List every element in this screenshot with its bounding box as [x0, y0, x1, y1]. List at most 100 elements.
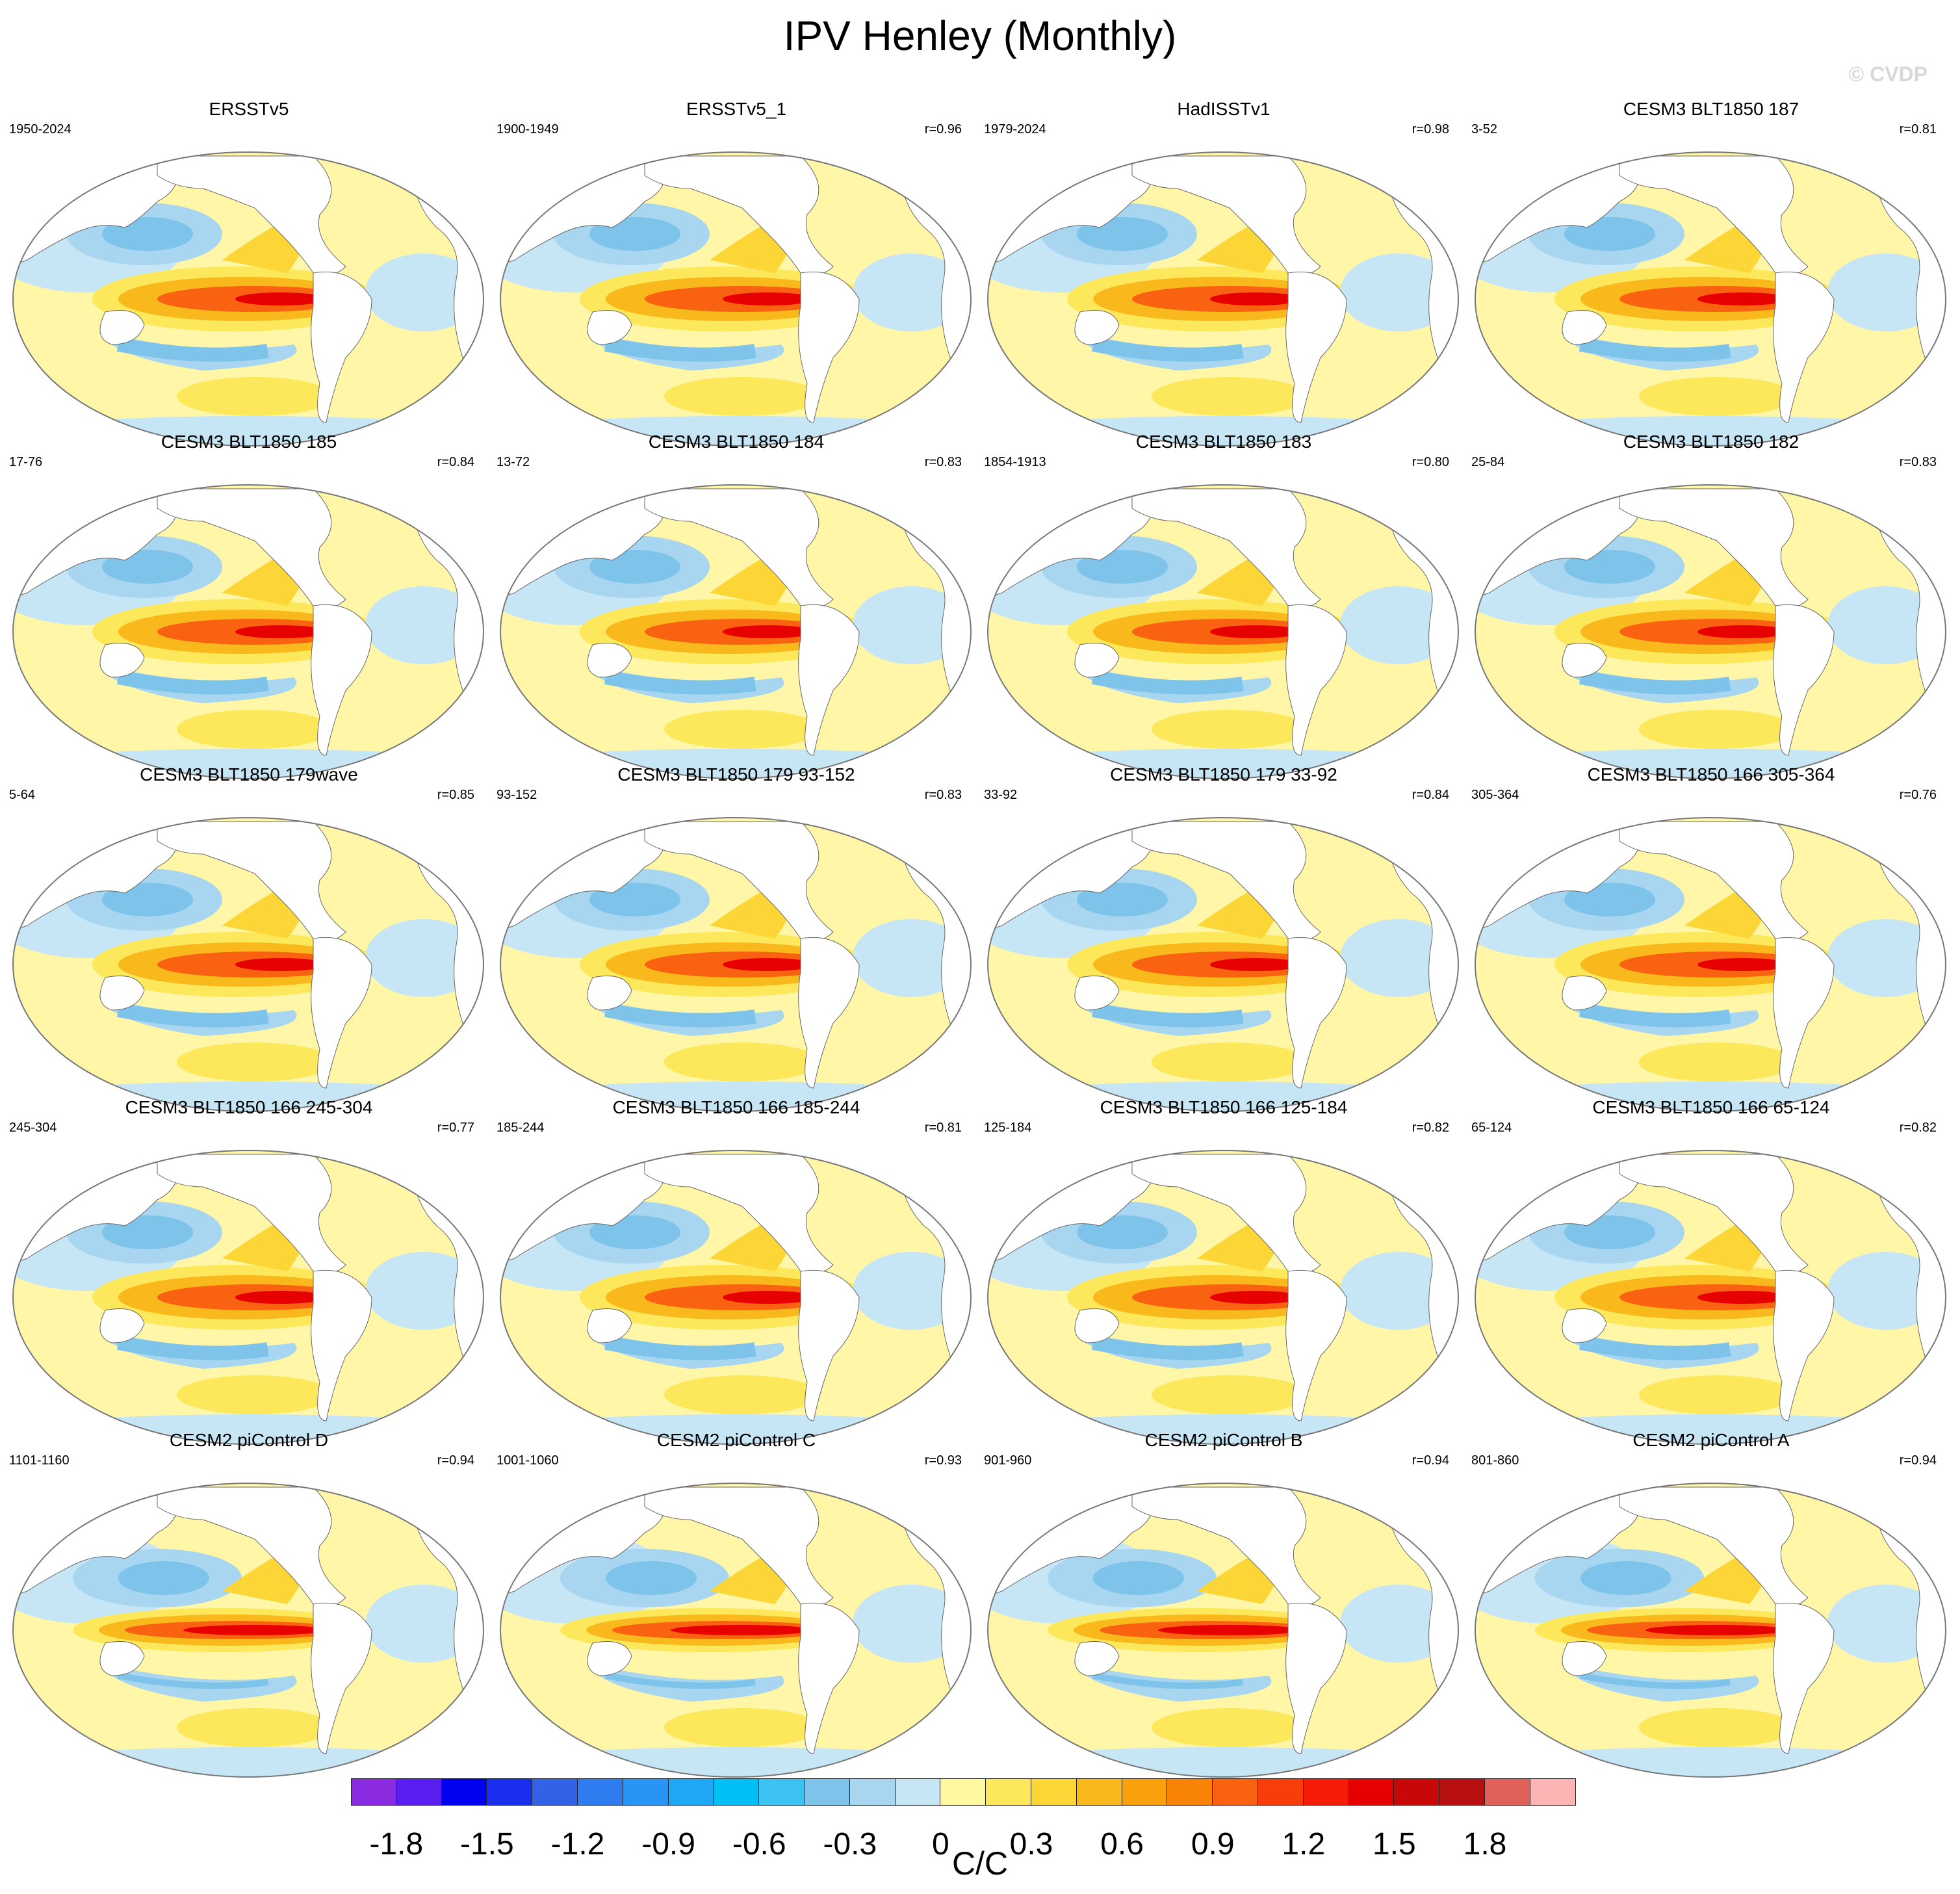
panel-correlation: r=0.82 — [1412, 1121, 1449, 1135]
panel-years: 1900-1949 — [496, 122, 559, 136]
panel-years: 3-52 — [1471, 122, 1498, 136]
map-panel: CESM2 piControl A 801-860 r=0.94 — [1467, 1427, 1955, 1778]
panel-correlation: r=0.77 — [437, 1121, 474, 1135]
map — [12, 817, 484, 1112]
colorbar-swatch — [351, 1778, 396, 1806]
panel-years: 1101-1160 — [9, 1453, 70, 1468]
panel-years: 13-72 — [496, 455, 530, 469]
panel-years: 801-860 — [1471, 1453, 1519, 1468]
panel-years: 25-84 — [1471, 455, 1505, 469]
colorbar-tick-label: -0.9 — [641, 1827, 695, 1862]
colorbar-swatch — [1031, 1778, 1077, 1806]
panel-years: 93-152 — [496, 788, 537, 802]
colorbar-swatch — [1258, 1778, 1304, 1806]
colorbar-units: C/C — [951, 1845, 1009, 1882]
colorbar-swatch — [441, 1778, 487, 1806]
map-panel: CESM3 BLT1850 166 245-304 245-304 r=0.77 — [5, 1095, 493, 1445]
panel-years: 1950-2024 — [9, 122, 71, 136]
panel-correlation: r=0.81 — [1899, 122, 1937, 136]
colorbar-swatch — [1167, 1778, 1213, 1806]
panel-correlation: r=0.85 — [437, 788, 474, 802]
map — [987, 817, 1459, 1112]
map-panel: CESM2 piControl B 901-960 r=0.94 — [980, 1427, 1467, 1778]
panel-title: ERSSTv5_1 — [686, 99, 787, 119]
colorbar-swatch — [578, 1778, 623, 1806]
map-panel: CESM3 BLT1850 179 93-152 93-152 r=0.83 — [493, 762, 980, 1112]
map — [987, 1150, 1459, 1445]
panel-title: CESM3 BLT1850 166 305-364 — [1587, 764, 1835, 785]
colorbar-swatch — [1122, 1778, 1168, 1806]
panel-correlation: r=0.76 — [1899, 788, 1937, 802]
map-panel: CESM2 piControl C 1001-1060 r=0.93 — [493, 1427, 980, 1778]
colorbar-tick-label: -0.3 — [823, 1827, 877, 1862]
panel-title: CESM3 BLT1850 187 — [1623, 99, 1799, 119]
map — [1475, 151, 1946, 447]
colorbar-tick-label: 0 — [932, 1827, 949, 1862]
map-panel: CESM3 BLT1850 166 65-124 65-124 r=0.82 — [1467, 1095, 1955, 1445]
colorbar-swatch — [668, 1778, 714, 1806]
colorbar-swatch — [532, 1778, 578, 1806]
colorbar-swatch — [986, 1778, 1031, 1806]
map — [500, 817, 972, 1112]
colorbar-swatch — [759, 1778, 805, 1806]
colorbar-tick-label: -0.6 — [732, 1827, 786, 1862]
panel-correlation: r=0.81 — [924, 1121, 962, 1135]
colorbar-swatch — [396, 1778, 442, 1806]
panel-title: CESM3 BLT1850 182 — [1623, 432, 1799, 452]
colorbar-swatch — [487, 1778, 533, 1806]
map — [500, 484, 972, 779]
panel-correlation: r=0.84 — [1412, 788, 1449, 802]
map-panel: CESM3 BLT1850 179 33-92 33-92 r=0.84 — [980, 762, 1467, 1112]
map — [12, 151, 484, 447]
panel-correlation: r=0.94 — [1899, 1453, 1937, 1468]
panel-years: 245-304 — [9, 1121, 57, 1135]
panel-years: 1001-1060 — [496, 1453, 559, 1468]
panel-years: 1979-2024 — [984, 122, 1046, 136]
panel-title: CESM2 piControl C — [656, 1430, 816, 1450]
panel-correlation: r=0.82 — [1899, 1121, 1937, 1135]
colorbar-tick-label: 0.9 — [1191, 1827, 1235, 1862]
map-panel: CESM3 BLT1850 187 3-52 r=0.81 — [1467, 96, 1955, 447]
map — [1475, 1150, 1946, 1445]
panel-correlation: r=0.94 — [1412, 1453, 1449, 1468]
panel-title: CESM2 piControl D — [169, 1430, 329, 1450]
panel-years: 5-64 — [9, 788, 36, 802]
colorbar-tick-label: 1.8 — [1463, 1827, 1507, 1862]
colorbar-swatch — [1394, 1778, 1440, 1806]
map-panel: CESM3 BLT1850 166 185-244 185-244 r=0.81 — [493, 1095, 980, 1445]
map — [500, 1483, 972, 1778]
colorbar-swatch — [714, 1778, 760, 1806]
colorbar-tick-label: 0.3 — [1009, 1827, 1053, 1862]
panel-title: CESM3 BLT1850 166 245-304 — [125, 1097, 373, 1117]
panel-title: ERSSTv5 — [209, 99, 289, 119]
map-panel: ERSSTv5 1950-2024 — [5, 96, 493, 447]
panel-title: CESM3 BLT1850 166 65-124 — [1592, 1097, 1830, 1117]
colorbar-tick-label: 1.2 — [1282, 1827, 1326, 1862]
map-panel: CESM3 BLT1850 166 305-364 305-364 r=0.76 — [1467, 762, 1955, 1112]
panel-correlation: r=0.83 — [924, 455, 962, 469]
map-panel: CESM3 BLT1850 166 125-184 125-184 r=0.82 — [980, 1095, 1467, 1445]
colorbar-tick-label: -1.2 — [550, 1827, 605, 1862]
colorbar-swatch — [1485, 1778, 1530, 1806]
map — [987, 484, 1459, 779]
colorbar-swatch — [1303, 1778, 1349, 1806]
panel-title: CESM2 piControl B — [1144, 1430, 1303, 1450]
panel-title: CESM2 piControl A — [1632, 1430, 1790, 1450]
map — [500, 151, 972, 447]
watermark: © CVDP — [1848, 62, 1928, 86]
panel-years: 901-960 — [984, 1453, 1032, 1468]
panel-correlation: r=0.83 — [1899, 455, 1937, 469]
colorbar-swatch — [1530, 1778, 1576, 1806]
panel-title: CESM3 BLT1850 179 93-152 — [617, 764, 855, 785]
panel-correlation: r=0.94 — [437, 1453, 474, 1468]
figure-title: IPV Henley (Monthly) — [783, 12, 1177, 59]
map — [987, 1483, 1459, 1778]
map — [1475, 1483, 1946, 1778]
colorbar-swatch — [1213, 1778, 1258, 1806]
map-panel: CESM3 BLT1850 185 17-76 r=0.84 — [5, 429, 493, 779]
colorbar-swatch — [1439, 1778, 1485, 1806]
panel-title: CESM3 BLT1850 166 125-184 — [1100, 1097, 1348, 1117]
colorbar-swatch — [1348, 1778, 1395, 1806]
panel-years: 125-184 — [984, 1121, 1032, 1135]
panel-title: HadISSTv1 — [1177, 99, 1270, 119]
